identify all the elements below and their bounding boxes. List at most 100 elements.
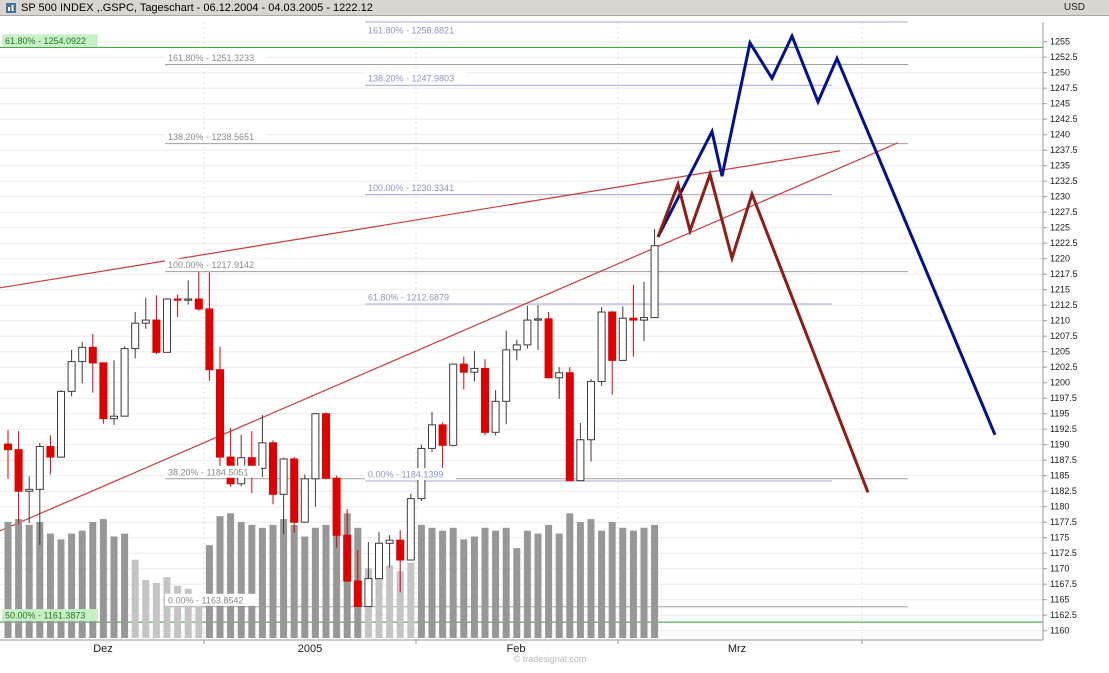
fib-gray-label: 161.80% - 1251.3233 xyxy=(168,53,254,63)
candle-body xyxy=(544,318,553,379)
y-tick-label: 1255 xyxy=(1050,37,1070,47)
y-tick-label: 1197.5 xyxy=(1050,393,1077,403)
x-axis-label: 2005 xyxy=(298,643,322,655)
y-tick-label: 1222.5 xyxy=(1050,238,1078,248)
volume-bar xyxy=(375,571,383,638)
fib-green-label-bg xyxy=(2,609,98,622)
fib-lavender-label: 61.80% - 1212.6879 xyxy=(368,293,449,303)
y-tick-label: 1250 xyxy=(1050,68,1070,78)
volume-bar xyxy=(110,536,118,638)
volume-bar xyxy=(290,524,298,638)
candle-body xyxy=(4,443,12,451)
y-tick-label: 1177.5 xyxy=(1050,517,1077,527)
candle-body xyxy=(322,413,330,479)
bearish-projection[interactable] xyxy=(656,169,870,493)
candle-body xyxy=(406,498,415,561)
candle-body xyxy=(618,317,627,361)
candle-body xyxy=(375,542,383,580)
y-tick-label: 1215 xyxy=(1050,285,1070,295)
y-tick-label: 1200 xyxy=(1050,378,1070,388)
volume-bar xyxy=(439,530,447,638)
volume-bar xyxy=(333,516,341,638)
candle-body xyxy=(512,344,521,351)
candle-body xyxy=(438,424,447,446)
candle-body xyxy=(332,477,341,536)
y-tick-label: 1160 xyxy=(1050,626,1069,636)
candle-body xyxy=(279,458,288,495)
volume-bar xyxy=(174,585,182,638)
y-tick-label: 1170 xyxy=(1050,564,1069,574)
candle-body xyxy=(269,442,277,495)
y-tick-label: 1190 xyxy=(1050,440,1069,450)
candle-body xyxy=(120,348,129,417)
window-title: SP 500 INDEX ,.GSPC, Tageschart - 06.12.… xyxy=(21,1,373,14)
watermark: © tradesignal.com xyxy=(513,654,587,664)
candle-body xyxy=(449,363,458,446)
volume-bar xyxy=(25,524,33,638)
candle-body xyxy=(481,367,489,433)
volume-bar xyxy=(15,519,23,638)
volume-bar xyxy=(449,527,457,638)
fib-green-label: 61.80% - 1254.0922 xyxy=(5,36,86,46)
volume-bar xyxy=(502,527,510,638)
y-tick-label: 1240 xyxy=(1050,130,1070,140)
y-tick-label: 1227.5 xyxy=(1050,207,1078,217)
fib-green-label-bg xyxy=(2,34,98,47)
y-tick-label: 1202.5 xyxy=(1050,362,1078,372)
y-tick-label: 1210 xyxy=(1050,316,1070,326)
fib-gray-label: 138.20% - 1238.5651 xyxy=(168,132,254,142)
fib-gray-label-bg xyxy=(165,465,261,478)
fib-lavender-label: 138.20% - 1247.9803 xyxy=(368,74,454,84)
price-chart[interactable]: 1255 1252.5 1250 1247.5 1245 1242.5 1240 1237.5… xyxy=(0,16,1109,673)
fib-gray-label: 0.00% - 1163.8542 xyxy=(168,595,243,605)
volume-bar xyxy=(481,527,489,638)
fib-gray-label-bg xyxy=(165,130,266,143)
fib-gray-label-bg xyxy=(165,51,266,64)
volume-bar xyxy=(576,522,584,638)
candle-body xyxy=(353,580,362,608)
y-tick-label: 1225 xyxy=(1050,223,1070,233)
fib-gray-label-bg xyxy=(165,258,266,271)
volume-bar xyxy=(460,539,468,638)
title-bar: SP 500 INDEX ,.GSPC, Tageschart - 06.12.… xyxy=(0,0,1109,16)
candle-body xyxy=(650,245,659,319)
candle-body xyxy=(258,442,267,469)
y-tick-label: 1175 xyxy=(1050,533,1069,543)
volume-bar xyxy=(258,527,266,638)
candle-body xyxy=(88,346,97,364)
volume-bar xyxy=(99,519,107,638)
volume-bar xyxy=(555,533,563,638)
candle-body xyxy=(491,400,500,433)
volume-bar xyxy=(121,533,129,638)
fib-lavender-label-bg xyxy=(365,291,461,304)
fib-lavender-label-bg xyxy=(365,468,456,481)
y-tick-label: 1235 xyxy=(1050,161,1070,171)
candle-body xyxy=(459,363,468,373)
fib-lavender-label-bg xyxy=(365,24,466,36)
candle-body xyxy=(428,424,436,449)
volume-bar xyxy=(36,522,44,638)
volume-bar xyxy=(619,527,627,638)
candle-body xyxy=(290,458,299,523)
fib-lavender-label: 161.80% - 1258.8821 xyxy=(368,26,454,36)
fib-lavender-label-bg xyxy=(365,181,466,194)
candle-body xyxy=(184,298,193,301)
volume-bar xyxy=(78,530,86,638)
volume-bar xyxy=(492,530,500,638)
candle-body xyxy=(555,372,564,379)
bullish-projection[interactable] xyxy=(656,32,997,436)
candle-body xyxy=(311,413,320,480)
volume-bar xyxy=(598,530,606,638)
fib-gray-label: 38.20% - 1184.5051 xyxy=(168,467,248,477)
y-tick-label: 1180 xyxy=(1050,502,1069,512)
y-tick-label: 1217.5 xyxy=(1050,269,1078,279)
y-tick-label: 1187.5 xyxy=(1050,455,1077,465)
candle-body xyxy=(173,298,182,301)
volume-bar xyxy=(651,524,659,638)
volume-bar xyxy=(269,524,277,638)
trendline-resistance[interactable] xyxy=(0,150,841,289)
volume-bar xyxy=(237,522,245,638)
volume-bar xyxy=(396,571,404,638)
candle-body xyxy=(67,361,76,392)
candle-body xyxy=(364,578,373,608)
